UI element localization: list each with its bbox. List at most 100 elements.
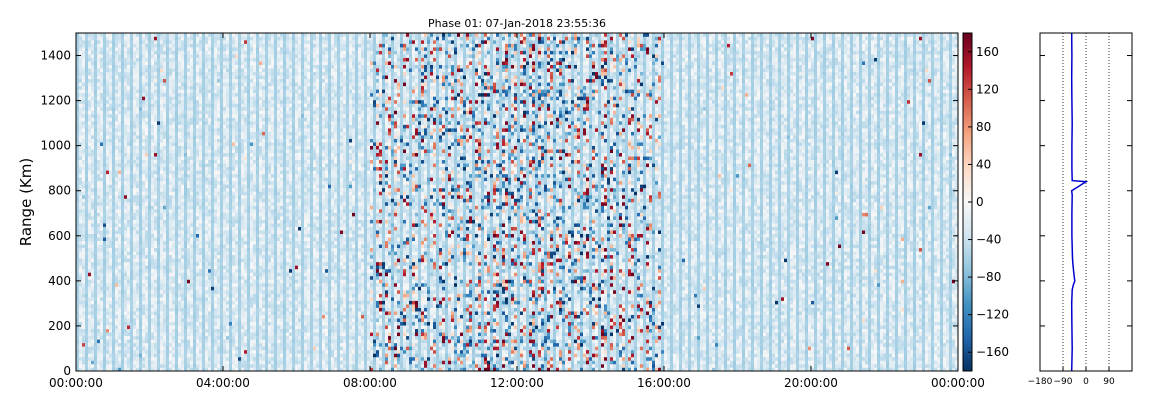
heatmap-cell [118,96,122,101]
heatmap-cell [223,187,227,192]
heatmap-cell [181,138,185,143]
heatmap-cell [178,61,182,65]
heatmap-cell [181,251,185,256]
heatmap-cell [151,297,155,301]
heatmap-cell [118,275,122,280]
heatmap-cell [94,230,98,234]
heatmap-cell [211,75,215,80]
heatmap-cell [178,159,182,164]
heatmap-cell [76,159,80,164]
heatmap-cell [130,117,134,122]
heatmap-cell [133,275,137,280]
heatmap-cell [142,117,146,122]
heatmap-cell [130,110,134,115]
heatmap-cell [106,145,110,150]
heatmap-cell [205,159,209,164]
heatmap-cell [220,297,224,301]
heatmap-cell [214,202,218,206]
heatmap-cell [217,33,221,37]
heatmap-cell [133,335,137,340]
heatmap-cell [217,297,221,301]
heatmap-cell [220,279,224,284]
heatmap-cell [133,205,137,210]
heatmap-cell [136,297,140,301]
heatmap-cell [202,212,206,217]
heatmap-cell [226,135,230,139]
heatmap-cell [145,353,149,358]
heatmap-cell [175,124,179,129]
heatmap-cell [142,57,146,62]
heatmap-cell [169,149,173,154]
heatmap-cell [211,275,215,280]
heatmap-cell [109,212,113,217]
heatmap-cell [151,307,155,312]
heatmap-cell [94,50,98,55]
heatmap-cell [127,36,131,41]
heatmap-cell [217,40,221,44]
heatmap-cell [85,113,89,118]
heatmap-cell [220,254,224,259]
heatmap-cell [223,367,227,372]
heatmap-cell [127,209,131,213]
heatmap-cell [172,353,176,358]
heatmap-cell [76,202,80,206]
heatmap-cell [112,121,116,125]
heatmap-cell [118,247,122,252]
heatmap-cell [100,233,104,238]
heatmap-cell [106,61,110,65]
heatmap-cell [229,356,233,361]
heatmap-cell [148,85,152,90]
heatmap-cell [76,314,80,319]
heatmap-cell [151,216,155,220]
heatmap-cell [181,191,185,196]
heatmap-cell [136,244,140,249]
heatmap-cell [124,121,128,125]
heatmap-cell [214,64,218,69]
heatmap-cell [94,300,98,305]
heatmap-cell [214,96,218,101]
heatmap-cell [76,307,80,312]
heatmap-cell [223,96,227,101]
heatmap-cell [169,198,173,203]
heatmap-cell [136,233,140,238]
heatmap-cell [130,318,134,323]
heatmap-cell [106,349,110,354]
heatmap-cell [103,194,107,199]
heatmap-cell [226,159,230,164]
heatmap-cell [196,219,200,224]
heatmap-cell [133,311,137,315]
heatmap-cell [85,202,89,206]
heatmap-cell [142,194,146,199]
heatmap-cell [205,180,209,185]
heatmap-cell [127,128,131,132]
heatmap-cell [133,212,137,217]
heatmap-cell [145,124,149,129]
heatmap-cell [88,128,92,132]
heatmap-cell [91,247,95,252]
heatmap-cell [181,159,185,164]
heatmap-cell [130,275,134,280]
heatmap-cell [133,286,137,291]
heatmap-cell [109,346,113,351]
heatmap-cell [148,106,152,111]
heatmap-cell [94,258,98,263]
heatmap-cell [178,233,182,238]
heatmap-cell [142,240,146,245]
heatmap-cell [178,293,182,298]
heatmap-cell [151,328,155,333]
heatmap-cell [172,78,176,83]
heatmap-cell [220,117,224,122]
heatmap-cell [91,57,95,62]
heatmap-cell [106,353,110,358]
heatmap-cell [100,293,104,298]
heatmap-cell [100,50,104,55]
heatmap-cell [94,135,98,139]
heatmap-cell [115,40,119,44]
heatmap-cell [199,187,203,192]
heatmap-cell [151,64,155,69]
heatmap-cell [94,304,98,308]
heatmap-cell [82,50,86,55]
heatmap-cell [127,293,131,298]
heatmap-cell [208,71,212,76]
heatmap-cell [208,191,212,196]
